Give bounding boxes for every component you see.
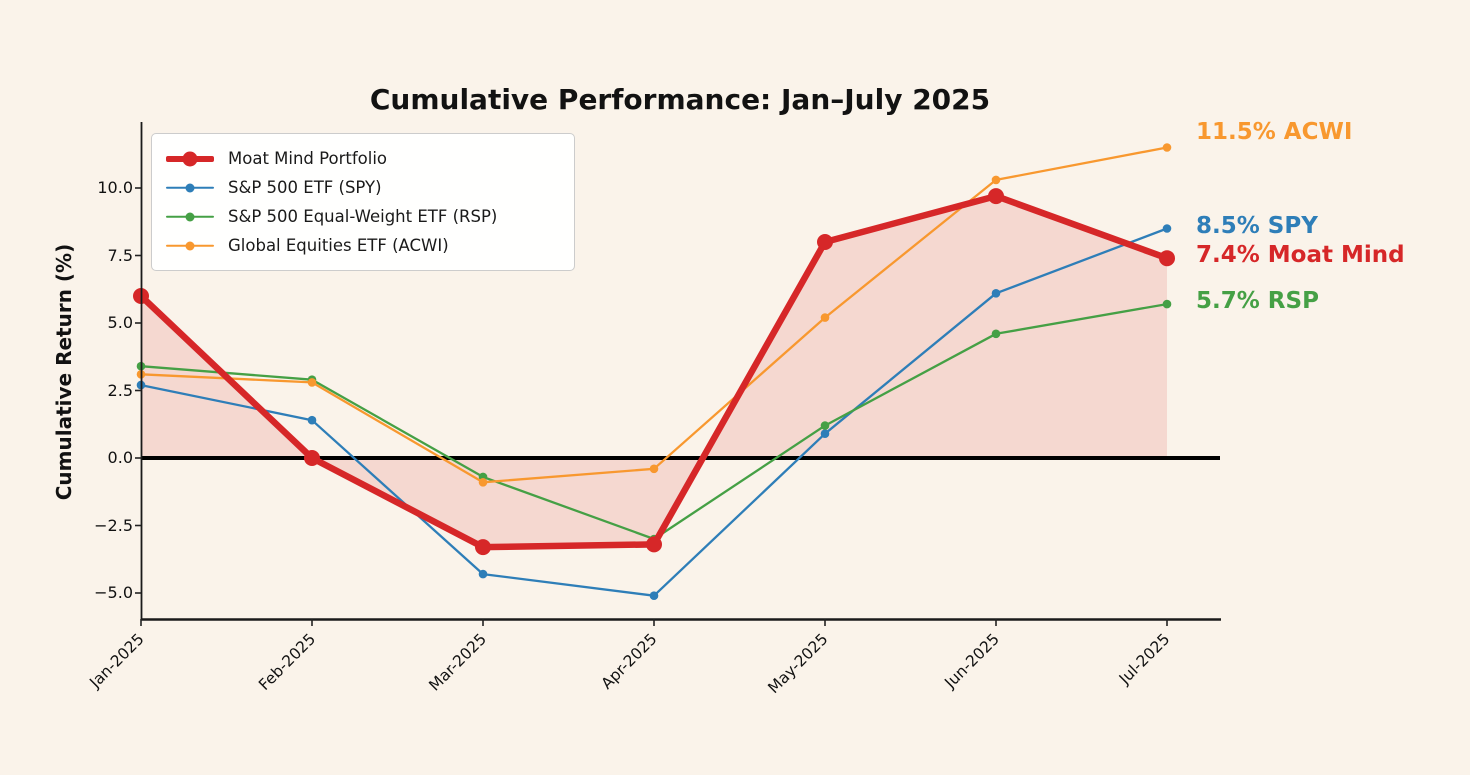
end-label-acwi: 11.5% ACWI [1196,118,1353,145]
end-label-spy: 8.5% SPY [1196,212,1318,239]
legend-item-acwi: Global Equities ETF (ACWI) [166,231,574,260]
y-tick-label-0.0: 0.0 [107,448,133,467]
data-point-moat-Jul-2025 [1159,250,1175,267]
data-point-spy-Mar-2025 [478,569,488,579]
legend-line-marker-icon [166,208,214,226]
y-tick-label-−2.5: −2.5 [94,515,133,535]
legend-line-marker-icon [166,237,214,255]
y-tick-label-−5.0: −5.0 [94,583,133,602]
data-point-rsp-Jul-2025 [1162,299,1172,309]
data-point-moat-Mar-2025 [475,539,491,556]
data-point-acwi-Jun-2025 [991,175,1001,185]
y-tick-label-7.5: 7.5 [107,245,133,265]
y-tick-label-2.5: 2.5 [107,380,133,400]
data-point-rsp-May-2025 [820,421,830,430]
legend-label: S&P 500 Equal-Weight ETF (RSP) [228,207,498,226]
data-point-moat-Apr-2025 [646,536,662,553]
data-point-rsp-Jun-2025 [991,329,1001,339]
data-point-spy-Feb-2025 [307,415,317,425]
data-point-moat-Jun-2025 [988,188,1004,205]
data-point-acwi-Jul-2025 [1162,143,1172,152]
legend-label: S&P 500 ETF (SPY) [228,178,382,197]
legend-item-rsp: S&P 500 Equal-Weight ETF (RSP) [166,202,574,231]
legend-line-marker-icon [166,150,214,168]
legend-item-spy: S&P 500 ETF (SPY) [166,173,574,202]
data-point-acwi-Apr-2025 [649,464,659,474]
data-point-spy-Apr-2025 [649,591,659,600]
chart-title: Cumulative Performance: Jan–July 2025 [369,83,991,116]
data-point-spy-May-2025 [820,429,830,439]
data-point-moat-Feb-2025 [304,450,320,466]
data-point-spy-Jun-2025 [991,289,1001,298]
legend-line-marker-icon [166,179,214,197]
legend-label: Global Equities ETF (ACWI) [228,236,449,255]
data-point-acwi-Feb-2025 [307,378,317,387]
end-label-moat: 7.4% Moat Mind [1196,242,1405,269]
data-point-spy-Jul-2025 [1162,224,1172,233]
y-tick-label-10.0: 10.0 [97,178,133,197]
data-point-acwi-May-2025 [820,313,830,322]
legend-item-moat: Moat Mind Portfolio [166,144,574,173]
y-tick-label-5.0: 5.0 [107,313,133,332]
data-point-acwi-Mar-2025 [478,478,488,487]
legend-label: Moat Mind Portfolio [228,149,388,168]
end-label-rsp: 5.7% RSP [1196,288,1319,315]
legend: Moat Mind Portfolio S&P 500 ETF (SPY) S&P … [151,133,575,271]
data-point-moat-May-2025 [817,234,833,250]
